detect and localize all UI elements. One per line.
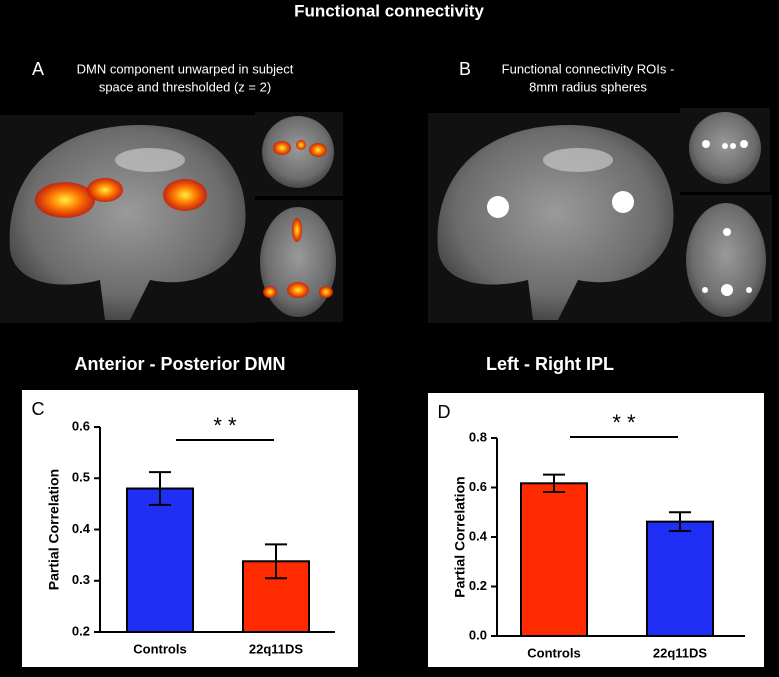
y-axis-label: Partial Correlation — [46, 469, 62, 590]
panel-caption: Functional connectivity ROIs - — [502, 61, 675, 76]
y-tick-label: 0.6 — [469, 479, 487, 494]
y-tick-label: 0.3 — [72, 572, 90, 587]
y-tick-label: 0.2 — [469, 578, 487, 593]
y-tick-label: 0.4 — [469, 528, 488, 543]
bar — [520, 482, 588, 638]
y-tick-label: 0.6 — [72, 418, 90, 433]
bar — [646, 520, 714, 638]
y-tick-label: 0.4 — [72, 521, 91, 536]
significance-stars: * * — [213, 413, 237, 438]
x-tick-label: 22q11DS — [653, 645, 708, 660]
x-tick-label: Controls — [133, 641, 186, 656]
panel-caption: space and thresholded (z = 2) — [99, 79, 271, 94]
x-tick-label: 22q11DS — [249, 641, 304, 656]
x-tick-label: Controls — [527, 645, 580, 660]
y-tick-label: 0.5 — [72, 470, 90, 485]
significance-stars: * * — [612, 410, 636, 435]
panel-label: A — [32, 59, 44, 79]
y-tick-label: 0.0 — [469, 627, 487, 642]
y-tick-label: 0.8 — [469, 429, 487, 444]
panel-b-images — [428, 108, 772, 323]
bar — [126, 487, 194, 633]
panel-a-images — [0, 112, 343, 323]
panel-label: C — [32, 399, 45, 419]
panel-label: B — [459, 59, 471, 79]
chart-title: Left - Right IPL — [486, 354, 614, 374]
panel-label: D — [438, 402, 451, 422]
y-tick-label: 0.2 — [72, 623, 90, 638]
panel-caption: DMN component unwarped in subject — [77, 61, 294, 76]
y-axis-label: Partial Correlation — [452, 476, 468, 597]
chart-title: Anterior - Posterior DMN — [74, 354, 285, 374]
panel-caption: 8mm radius spheres — [529, 79, 647, 94]
figure-title: Functional connectivity — [294, 1, 484, 20]
